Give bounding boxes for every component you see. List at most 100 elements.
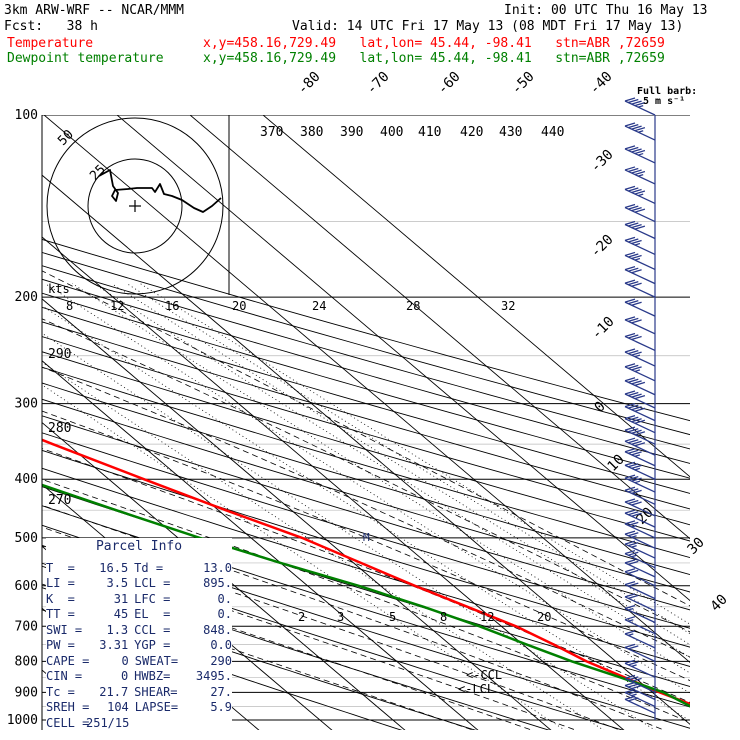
wind-barb — [624, 461, 656, 480]
isotherm-label: -30 — [588, 147, 617, 176]
wind-barb-flag — [628, 560, 639, 566]
wind-barb — [624, 279, 656, 298]
parcel-info-cell: CAPE = — [46, 653, 90, 668]
wind-barb-shaft — [624, 100, 656, 116]
wind-barb-flag — [624, 390, 636, 395]
parcel-info-cell: LAPSE= — [134, 700, 179, 714]
wind-barb-flag — [634, 381, 646, 386]
wind-barb-flag — [624, 415, 636, 420]
wind-barb — [624, 681, 656, 701]
wind-barb-shaft — [624, 301, 656, 317]
kts-label: kts — [48, 282, 70, 296]
isotherm-label: -80 — [295, 69, 324, 98]
wind-barb-flag — [631, 393, 642, 398]
hodograph-ring-25 — [87, 158, 183, 254]
parcel-info-row: CELL = 251/15 — [46, 716, 232, 732]
dry-adiabat-line — [42, 398, 690, 593]
forecast-hour: Fcst: 38 h — [4, 19, 98, 34]
parcel-info-cell: 0. — [217, 591, 232, 606]
wind-barb-flag — [628, 349, 639, 355]
parcel-info-row: K = 31 LFC = 0. — [46, 592, 232, 608]
isotherm-label: -40 — [587, 69, 616, 98]
wind-barb-flag — [634, 225, 646, 230]
mixing-ratio-line — [42, 305, 690, 722]
wind-barb-flag — [628, 378, 639, 383]
wind-barb-half-flag — [631, 535, 637, 538]
wind-barb — [624, 448, 656, 467]
wind-barb-shaft — [624, 607, 656, 624]
wind-barb-shaft — [624, 477, 656, 493]
dry-adiabat-line — [42, 336, 690, 526]
wind-barb-half-flag — [628, 607, 634, 611]
wind-barb-flag — [624, 616, 636, 621]
wind-barb-flag — [624, 559, 636, 564]
wind-barb-flag — [631, 100, 642, 105]
parcel-info-cell: SREH = — [46, 700, 90, 714]
wind-barb — [624, 630, 656, 649]
wind-barb-flag — [631, 512, 642, 517]
wind-barb-flag — [631, 206, 642, 212]
wind-barb-half-flag — [631, 554, 637, 558]
wind-barb-flag — [624, 540, 636, 545]
theta-e-label: 290 — [48, 347, 71, 362]
wind-barb-flag — [628, 146, 639, 152]
wind-barb-half-flag — [634, 454, 641, 458]
wind-barb — [624, 363, 656, 382]
wind-barb-flag — [628, 449, 639, 454]
wind-barb — [624, 550, 656, 569]
moist-adiabat-line — [42, 448, 690, 703]
wind-barb-flag — [634, 394, 646, 400]
wind-barb-flag — [628, 551, 639, 556]
parcel-info-row: CIN = 0 HWBZ= 3495. — [46, 669, 232, 685]
parcel-info-cell: 27. — [210, 684, 232, 699]
wind-barb-flag — [624, 604, 636, 610]
wind-barb — [624, 530, 656, 549]
wind-barb-flag — [628, 238, 639, 243]
parcel-info-row: SWI = 1.3 CCL = 848. — [46, 623, 232, 639]
wind-barb-flag — [628, 98, 639, 104]
isotherm-line — [42, 422, 406, 730]
wind-barb-flag — [631, 223, 642, 229]
wind-barb — [624, 486, 656, 505]
pressure-tick-label: 800 — [15, 654, 38, 669]
dry-adiabat-line — [42, 505, 690, 708]
mixing-ratio-line — [42, 332, 656, 730]
wind-barb-flag — [624, 474, 636, 479]
wind-barb-flag — [628, 475, 639, 481]
pressure-tick-label: 200 — [15, 290, 38, 305]
wind-barb-flag — [628, 683, 639, 688]
wind-barb-flag — [624, 279, 636, 284]
wind-barb-half-flag — [628, 633, 634, 637]
wind-barb-shaft — [624, 169, 656, 185]
wind-barb-flag — [624, 520, 636, 525]
wind-barb-flag — [628, 267, 639, 272]
wind-barb-flag — [631, 125, 642, 130]
wind-barb-shaft — [624, 451, 656, 467]
wind-barb — [624, 220, 656, 240]
parcel-info-cell: 5.9 — [210, 700, 232, 714]
mixing-ratio-label: 28 — [406, 299, 420, 313]
wind-barb-shaft — [624, 429, 656, 445]
parcel-info-cell: CIN = — [46, 669, 83, 683]
wind-barb-shaft — [624, 464, 656, 480]
theta-label: 430 — [499, 125, 522, 140]
wind-barb-flag — [624, 486, 636, 491]
theta-label: 440 — [541, 125, 564, 140]
wind-barb-shaft — [624, 512, 656, 528]
wind-barb-shaft — [624, 633, 656, 649]
parcel-info-cell: SHEAR= — [134, 684, 178, 699]
wind-barb-flag — [631, 169, 642, 174]
wind-barb-flag — [628, 416, 639, 421]
parcel-info-row: LI = 3.5 LCL = 895. — [46, 576, 232, 592]
wind-barb-shaft — [624, 406, 656, 422]
wind-barb-flag — [631, 269, 642, 274]
dry-adiabat-line — [42, 238, 690, 422]
parcel-info-cell: HWBZ= — [134, 669, 171, 683]
wind-barb-shaft — [624, 440, 656, 456]
wind-barb-flag — [624, 185, 636, 191]
moist-adiabat-line — [42, 410, 690, 682]
wind-barb-shaft — [624, 571, 656, 587]
parcel-info-cell: 290 — [210, 653, 232, 668]
isotherm-line — [262, 115, 690, 478]
wind-barb-flag — [624, 630, 636, 635]
